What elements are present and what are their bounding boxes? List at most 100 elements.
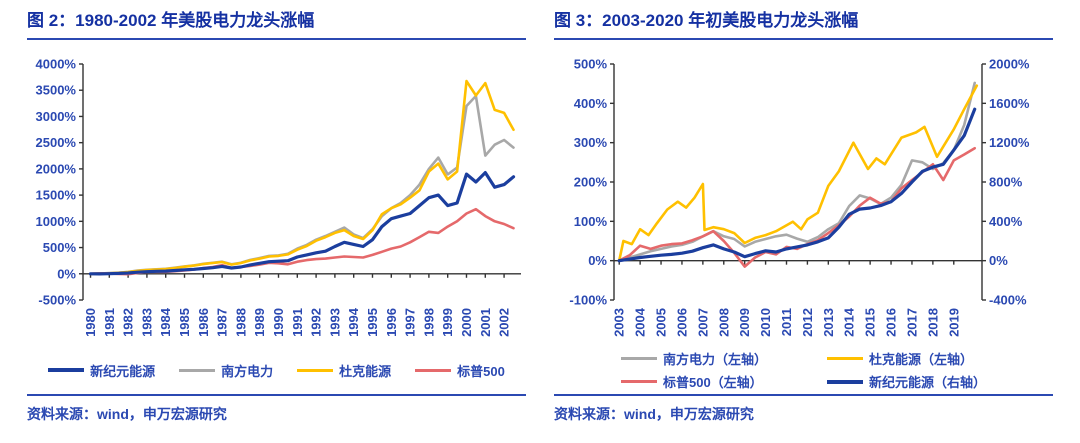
figure-3-legend: 南方电力（左轴） 杜克能源（左轴） 标普500（左轴） 新纪元能源（右轴） [554,346,1053,394]
y-axis-label: 0% [588,253,607,268]
legend-item: 新纪元能源（右轴） [827,372,986,391]
x-axis-label: 2007 [695,308,710,337]
legend-label: 南方电力（左轴） [662,352,767,368]
y-axis-label: 400% [574,96,608,111]
legend-item: 杜克能源 [297,361,391,380]
series-line [617,147,977,269]
x-axis-label: 1996 [384,308,399,337]
y-axis-label: 1000% [36,214,77,229]
legend-swatch [415,368,452,372]
y-axis-label: 300% [574,135,608,150]
y-axis-right-label: 800% [989,175,1023,190]
x-axis-label: 2014 [842,307,857,337]
y-axis-label: -500% [38,293,76,308]
figure-3-chart: -100% 0% 100% 200% 300% 400% 500% -400% 0% 400% 80… [569,57,1030,337]
figure-2-legend: 新纪元能源 南方电力 杜克能源 标普500 [27,346,526,394]
legend-label: 南方电力 [221,363,274,379]
y-axis-label: 3500% [36,83,77,98]
x-axis-label: 2004 [633,307,648,337]
figure-2-title: 图 2：1980-2002 年美股电力龙头涨幅 [27,8,526,41]
x-axis-label: 2011 [779,308,794,336]
figure-2-source: 资料来源：wind，申万宏源研究 [27,394,526,424]
x-axis-label: 2018 [925,308,940,337]
x-axis-label: 2002 [497,308,512,337]
x-axis-label: 2019 [946,308,961,337]
y-axis-label: 3000% [36,109,77,124]
y-axis-label: 100% [574,214,608,229]
y-axis-label: 2500% [36,135,77,150]
x-axis-label: 1994 [346,307,361,337]
series-line [88,171,516,276]
y-axis-label: 2000% [36,162,77,177]
series-line [617,84,979,263]
x-axis-label: 2015 [863,308,878,337]
y-axis-label: 1500% [36,188,77,203]
y-axis-right-label: -400% [989,293,1027,308]
y-axis-right-label: 2000% [989,57,1030,72]
legend-label: 标普500 [457,363,505,379]
x-axis-label: 1984 [158,307,173,337]
x-axis-label: 1991 [290,308,305,337]
y-axis-right-label: 400% [989,214,1023,229]
legend-swatch [827,357,863,361]
legend-label: 新纪元能源 [90,363,156,379]
legend-swatch [620,357,657,361]
legend-label: 杜克能源（左轴） [869,352,974,368]
x-axis-label: 2005 [654,308,669,337]
x-axis-label: 1998 [421,308,436,337]
x-axis-label: 2016 [884,308,899,337]
legend-label: 标普500（左轴） [662,375,763,391]
y-axis-label: 200% [574,175,608,190]
x-axis-label: 2012 [800,308,815,337]
legend-item: 新纪元能源 [48,361,155,380]
x-axis-label: 2000 [459,308,474,337]
y-axis-label: 0% [57,267,76,282]
legend-item: 标普500（左轴） [620,372,767,391]
x-axis-label: 2010 [758,308,773,337]
series-line [617,81,977,263]
legend-label: 杜克能源 [339,363,392,379]
figure-3-title: 图 3：2003-2020 年初美股电力龙头涨幅 [554,8,1053,41]
y-axis-label: 4000% [36,57,77,72]
x-axis-label: 1992 [309,308,324,337]
y-axis-label: 500% [574,57,608,72]
x-axis-label: 1989 [252,308,267,337]
x-axis-label: 1995 [365,308,380,337]
x-axis-label: 2009 [737,308,752,337]
legend-swatch [179,368,216,372]
series-line [89,208,515,276]
legend-swatch [297,368,334,372]
legend-item: 杜克能源（左轴） [827,349,986,368]
x-axis-label: 1997 [403,308,418,337]
legend-swatch [48,368,85,373]
legend-item: 标普500 [415,361,505,380]
x-axis-label: 2008 [716,308,731,337]
legend-label: 新纪元能源（右轴） [869,375,987,391]
x-axis-label: 1987 [215,308,230,337]
x-axis-label: 1986 [196,308,211,337]
x-axis-label: 1999 [440,308,455,337]
x-axis-label: 1982 [121,308,136,337]
x-axis-label: 1980 [83,308,98,337]
x-axis-label: 1985 [177,308,192,337]
y-axis-label: -100% [569,293,607,308]
x-axis-label: 2003 [612,308,627,337]
x-axis-label: 1981 [102,308,117,337]
series-line [617,107,977,263]
series-line [89,80,515,276]
y-axis-label: 500% [43,240,77,255]
x-axis-label: 2006 [674,308,689,337]
x-axis-label: 1988 [233,308,248,337]
legend-swatch [620,380,657,384]
legend-swatch [827,379,863,384]
figure-3-source: 资料来源：wind，申万宏源研究 [554,394,1053,424]
x-axis-label: 2017 [904,308,919,337]
legend-item: 南方电力 [179,361,273,380]
y-axis-right-label: 1200% [989,135,1030,150]
x-axis-label: 1993 [327,308,342,337]
x-axis-label: 2001 [478,308,493,337]
x-axis-label: 1990 [271,308,286,337]
x-axis-label: 2013 [821,308,836,337]
y-axis-right-label: 0% [989,253,1008,268]
